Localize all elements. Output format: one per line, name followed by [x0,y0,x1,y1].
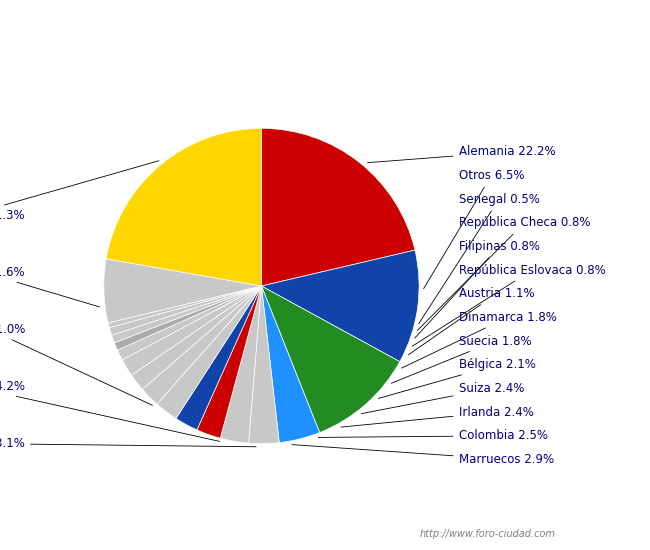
Text: Italia 11.0%: Italia 11.0% [0,323,152,405]
Wedge shape [157,286,261,419]
Text: Irlanda 2.4%: Irlanda 2.4% [341,406,534,427]
Text: Bélgica 2.1%: Bélgica 2.1% [378,359,536,398]
Text: http://www.foro-ciudad.com: http://www.foro-ciudad.com [419,529,556,539]
Wedge shape [220,286,261,443]
Text: República Eslovaca 0.8%: República Eslovaca 0.8% [412,264,605,346]
Wedge shape [122,286,261,375]
Wedge shape [176,286,261,430]
Text: Otros 6.5%: Otros 6.5% [424,169,524,289]
Text: Senegal 0.5%: Senegal 0.5% [419,193,540,324]
Text: Alemania 22.2%: Alemania 22.2% [368,146,555,163]
Text: Suiza 2.4%: Suiza 2.4% [361,382,524,414]
Text: Francia 11.6%: Francia 11.6% [0,266,99,307]
Wedge shape [197,286,261,438]
Wedge shape [114,286,261,350]
Wedge shape [261,286,400,432]
Wedge shape [109,286,261,336]
Text: Dinamarca 1.8%: Dinamarca 1.8% [402,311,556,368]
Wedge shape [261,286,320,443]
Text: Filipinas 0.8%: Filipinas 0.8% [415,240,540,338]
Text: Colombia 2.5%: Colombia 2.5% [318,430,547,442]
Wedge shape [104,259,261,323]
Text: República Checa 0.8%: República Checa 0.8% [417,217,590,331]
Text: Polonia 3.1%: Polonia 3.1% [0,437,256,450]
Wedge shape [248,286,280,444]
Wedge shape [261,250,419,362]
Wedge shape [118,286,261,360]
Text: Marruecos 2.9%: Marruecos 2.9% [292,444,554,466]
Wedge shape [106,128,261,286]
Text: Reino Unido 21.3%: Reino Unido 21.3% [0,161,159,222]
Wedge shape [108,286,261,328]
Text: Austria 1.1%: Austria 1.1% [408,288,534,355]
Text: Puerto del Rosario - Turistas extranjeros según país - Abril de 2024: Puerto del Rosario - Turistas extranjero… [94,18,556,32]
Wedge shape [261,128,415,286]
Text: Suecia 1.8%: Suecia 1.8% [391,335,531,383]
Text: Países Bajos 4.2%: Países Bajos 4.2% [0,380,220,442]
Wedge shape [131,286,261,389]
Wedge shape [112,286,261,343]
Wedge shape [142,286,261,404]
